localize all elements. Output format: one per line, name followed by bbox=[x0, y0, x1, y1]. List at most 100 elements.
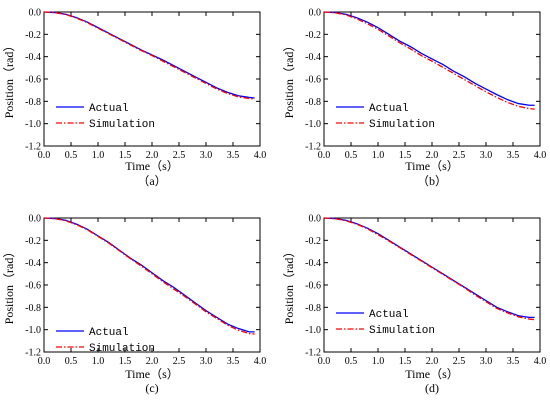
x-tick-label: 2.0 bbox=[426, 356, 439, 367]
y-tick-label: -0.2 bbox=[25, 236, 41, 247]
x-tick-label: 1.5 bbox=[119, 150, 132, 161]
y-tick-label: -1.0 bbox=[305, 119, 321, 130]
x-tick-label: 1.0 bbox=[92, 150, 105, 161]
y-tick-label: -0.4 bbox=[305, 52, 321, 63]
x-tick-label: 4.0 bbox=[534, 356, 547, 367]
chart-panel-2: 0.0 0.5 1.0 1.5 2.0 2.5 3.0 3.5 4.0 0.0 -0.2 -0.4 -0… bbox=[282, 8, 546, 189]
y-tick-label: -1.2 bbox=[25, 142, 41, 153]
y-tick-label: -0.2 bbox=[25, 30, 41, 41]
legend-label-actual: Actual bbox=[369, 103, 409, 115]
legend: Actual Simulation bbox=[56, 103, 155, 131]
y-tick-label: -0.8 bbox=[25, 303, 41, 314]
series-line-simulation bbox=[43, 217, 255, 335]
x-axis-title: Time（s） bbox=[405, 159, 459, 173]
chart-panel-1: 0.0 0.5 1.0 1.5 2.0 2.5 3.0 3.5 4.0 0.0 -0.2 -0.4 -0… bbox=[2, 8, 266, 189]
y-tick-label: -1.0 bbox=[305, 325, 321, 336]
x-tick-label: 2.5 bbox=[173, 356, 186, 367]
series-line-simulation bbox=[323, 11, 535, 110]
x-tick-label: 2.5 bbox=[453, 356, 466, 367]
series-line-simulation bbox=[323, 217, 535, 321]
x-tick-label: 2.0 bbox=[426, 150, 439, 161]
panel-label: （b） bbox=[417, 174, 447, 188]
x-tick-label: 3.5 bbox=[507, 150, 520, 161]
x-tick-label: 3.5 bbox=[227, 150, 240, 161]
x-axis-title: Time（s） bbox=[405, 367, 459, 381]
y-tick-label: -1.2 bbox=[305, 348, 321, 359]
y-tick-label: 0.0 bbox=[309, 8, 322, 19]
y-tick-label: -1.2 bbox=[305, 142, 321, 153]
x-axis-title: Time（s） bbox=[125, 367, 179, 381]
x-tick-label: 0.0 bbox=[38, 150, 51, 161]
legend-label-simulation: Simulation bbox=[89, 119, 155, 131]
legend-label-actual: Actual bbox=[89, 327, 129, 339]
y-tick-label: 0.0 bbox=[309, 214, 322, 225]
series-line-simulation bbox=[43, 11, 255, 100]
x-tick-label: 2.5 bbox=[453, 150, 466, 161]
y-axis-title: Position（rad） bbox=[2, 246, 16, 325]
x-tick-label: 1.5 bbox=[399, 356, 412, 367]
x-tick-label: 1.0 bbox=[372, 150, 385, 161]
x-tick-label: 3.0 bbox=[480, 150, 493, 161]
series-line-actual bbox=[43, 11, 255, 99]
x-tick-label: 0.0 bbox=[318, 150, 331, 161]
y-tick-label: -0.4 bbox=[25, 52, 41, 63]
x-tick-label: 1.0 bbox=[92, 356, 105, 367]
y-tick-label: -0.2 bbox=[305, 236, 321, 247]
y-tick-label: -0.8 bbox=[305, 97, 321, 108]
y-tick-label: -0.4 bbox=[25, 258, 41, 269]
y-axis-title: Position（rad） bbox=[282, 246, 296, 325]
y-tick-label: 0.0 bbox=[29, 8, 42, 19]
x-tick-label: 4.0 bbox=[534, 150, 547, 161]
y-tick-label: -1.0 bbox=[25, 119, 41, 130]
series-line-actual bbox=[43, 217, 255, 333]
panel-label: （a） bbox=[137, 174, 166, 188]
y-tick-label: -0.6 bbox=[305, 75, 321, 86]
y-tick-label: -0.8 bbox=[25, 97, 41, 108]
x-tick-label: 3.0 bbox=[200, 356, 213, 367]
y-tick-label: 0.0 bbox=[29, 214, 42, 225]
y-tick-label: -1.2 bbox=[25, 348, 41, 359]
legend: Actual Simulation bbox=[336, 103, 435, 131]
series-line-actual bbox=[323, 11, 535, 106]
x-tick-label: 1.5 bbox=[399, 150, 412, 161]
panel-label: (c) bbox=[145, 381, 158, 395]
x-axis-title: Time（s） bbox=[125, 159, 179, 173]
chart-panel-4: 0.0 0.5 1.0 1.5 2.0 2.5 3.0 3.5 4.0 0.0 -0.2 -0.4 -0… bbox=[282, 214, 546, 396]
legend-label-simulation: Simulation bbox=[369, 325, 435, 337]
legend-label-actual: Actual bbox=[369, 309, 409, 321]
y-tick-label: -1.0 bbox=[25, 325, 41, 336]
x-tick-label: 4.0 bbox=[254, 356, 267, 367]
series-line-actual bbox=[323, 217, 535, 319]
x-tick-label: 0.0 bbox=[38, 356, 51, 367]
x-tick-label: 0.0 bbox=[318, 356, 331, 367]
legend-label-simulation: Simulation bbox=[89, 343, 155, 355]
y-tick-label: -0.8 bbox=[305, 303, 321, 314]
x-tick-label: 3.0 bbox=[480, 356, 493, 367]
legend: Actual Simulation bbox=[336, 309, 435, 337]
y-tick-label: -0.2 bbox=[305, 30, 321, 41]
x-tick-label: 2.0 bbox=[146, 150, 159, 161]
x-tick-label: 1.5 bbox=[119, 356, 132, 367]
x-tick-label: 3.0 bbox=[200, 150, 213, 161]
x-tick-label: 1.0 bbox=[372, 356, 385, 367]
legend-label-actual: Actual bbox=[89, 103, 129, 115]
y-tick-label: -0.6 bbox=[305, 281, 321, 292]
plot-frame bbox=[43, 217, 261, 353]
x-tick-label: 2.0 bbox=[146, 356, 159, 367]
chart-panel-3: 0.0 0.5 1.0 1.5 2.0 2.5 3.0 3.5 4.0 0.0 -0.2 -0.4 -0… bbox=[2, 214, 266, 396]
x-tick-label: 3.5 bbox=[507, 356, 520, 367]
x-tick-label: 0.5 bbox=[65, 356, 78, 367]
x-tick-label: 0.5 bbox=[65, 150, 78, 161]
x-tick-label: 0.5 bbox=[345, 150, 358, 161]
y-tick-label: -0.4 bbox=[305, 258, 321, 269]
panel-label: (d) bbox=[425, 381, 439, 395]
x-tick-label: 0.5 bbox=[345, 356, 358, 367]
x-tick-label: 3.5 bbox=[227, 356, 240, 367]
y-axis-title: Position（rad） bbox=[2, 40, 16, 119]
y-tick-label: -0.6 bbox=[25, 281, 41, 292]
x-tick-label: 4.0 bbox=[254, 150, 267, 161]
legend: Actual Simulation bbox=[56, 327, 155, 355]
x-tick-label: 2.5 bbox=[173, 150, 186, 161]
y-tick-label: -0.6 bbox=[25, 75, 41, 86]
